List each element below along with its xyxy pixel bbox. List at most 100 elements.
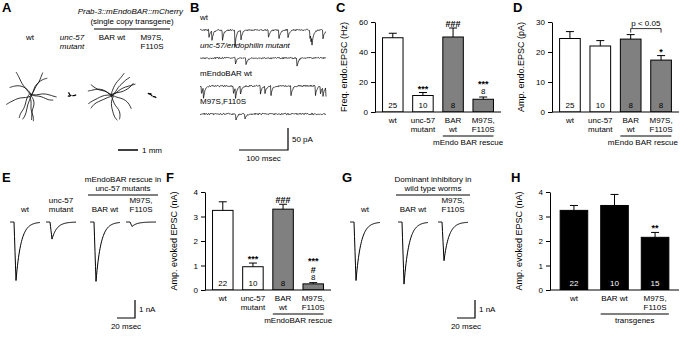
group-label: mEndo BAR rescue [608,138,679,147]
n-label: 8 [451,101,456,110]
scale-bar [118,149,138,151]
worm-track [31,78,48,96]
tick-mark [546,266,550,267]
category-label: M97S,F110S [644,294,667,312]
tick-label: 3 [194,213,199,222]
text-line: unc-57 [241,294,266,303]
text-line: M97S, [441,196,464,205]
text-line: M97S, [302,294,325,303]
y-axis-title: Amp. evoked EPSC (nA) [514,191,524,290]
x-axis-line [375,112,501,113]
significance: * [659,47,663,57]
text-line: mutant [411,125,436,134]
worm-track [31,94,56,97]
tick-label: 10 [536,78,545,87]
x-axis-line [205,290,331,291]
track-label: BAR wt [99,33,126,42]
text-line: wt [218,294,228,303]
group-label: mEndo BAR rescue [433,138,504,147]
text-line: M97S, [650,116,673,125]
group-line [273,314,324,315]
tick-label: 20 [536,48,545,57]
tick-mark [371,112,375,113]
tick: 3 [194,213,205,222]
tick-mark [546,192,550,193]
text-line: F110S [442,205,465,214]
error-bar [389,33,397,38]
trace-panel: Bwtunc-57/endophilin mutantmEndoBAR wtM9… [190,0,326,163]
x-axis-line [552,112,679,113]
text-line: BAR wt [99,33,126,42]
group-label: transgenes [615,316,655,325]
n-label: 22 [218,279,227,288]
tick: 0 [364,108,375,117]
trace-label: M97S,F110S [200,97,246,106]
category-label: wt [569,294,579,303]
trace-label: wt [20,205,30,214]
scale-label: 1 mm [142,146,162,155]
trace-label: M97S,F110S [441,196,464,214]
trace-label: mEndoBAR wt [200,69,253,78]
category-label: M97S,F110S [472,116,495,134]
group-label: mEndoBAR rescue [264,316,333,325]
worm-track [6,96,30,104]
text-line: F110S [472,125,495,134]
tick-label: 0 [541,108,546,117]
tick: 20 [536,48,552,57]
bracket [631,29,661,33]
tick-label: 0 [539,286,544,295]
n-label: 15 [651,279,660,288]
track-label: wt [25,33,35,42]
tick-mark [201,241,205,242]
y-axis: 01234 [539,188,551,295]
trace-label: unc-57/endophilin mutant [200,41,291,50]
error-bar [479,97,487,99]
x-axis-line [550,290,679,291]
text-line: BAR [622,116,639,125]
text-line: mutant [588,125,613,134]
bar-panel: H221015**01234wtBAR wtM97S,F110Stransgen… [511,170,679,325]
panel-letter: H [511,170,520,185]
tick-mark [548,22,552,23]
text-line: wt [360,205,370,214]
n-label: 8 [628,101,633,110]
text-line: M97S, [129,196,152,205]
scale-bar [239,128,288,150]
tick-mark [548,112,552,113]
scale-bar [457,300,475,318]
panel-letter: C [336,0,346,15]
trace-panel: Ewt unc-57mutant BAR wt M97S,F110S mEndoBAR … [2,170,161,331]
panel-letter: B [190,0,199,15]
tick-label: 2 [194,237,199,246]
tick-label: 40 [359,48,368,57]
scale-label: 20 msec [111,322,141,331]
bar [560,210,588,290]
category-label: M97S,F110S [302,294,325,312]
scale-bar [117,300,135,318]
worm-track [111,96,117,120]
plot-marks [383,28,494,112]
panel-letter: E [2,170,11,185]
text-line: mEndoBAR rescue in [85,175,161,184]
bar-panel: D251088*p < 0.050102030wtunc-57mutantBAR… [513,0,679,147]
tick: 10 [536,78,552,87]
tick-mark [546,290,550,291]
worm-track [91,96,113,108]
text-line: F110S [130,205,153,214]
tick: 0 [541,108,552,117]
category-label: M97S,F110S [650,116,673,134]
worm-track [30,96,34,121]
tick-label: 4 [539,188,544,197]
tick-label: 30 [536,18,545,27]
text-line: wt [626,125,636,134]
tick-label: 0 [364,108,369,117]
figure: Awtunc-57mutantBAR wtM97S,F110SPrab-3::m… [0,0,683,347]
plot-marks [560,194,669,290]
worm-track [88,89,111,96]
trace-label: unc-57mutant [49,196,74,214]
text-line: BAR [275,294,292,303]
worm-track [88,95,112,104]
trace-label: BAR wt [92,205,119,214]
group-line [94,29,170,30]
group-line [620,136,671,137]
